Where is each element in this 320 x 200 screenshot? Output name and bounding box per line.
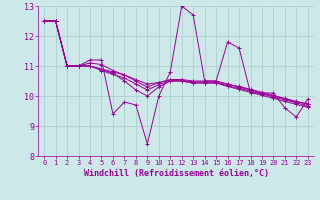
- X-axis label: Windchill (Refroidissement éolien,°C): Windchill (Refroidissement éolien,°C): [84, 169, 268, 178]
